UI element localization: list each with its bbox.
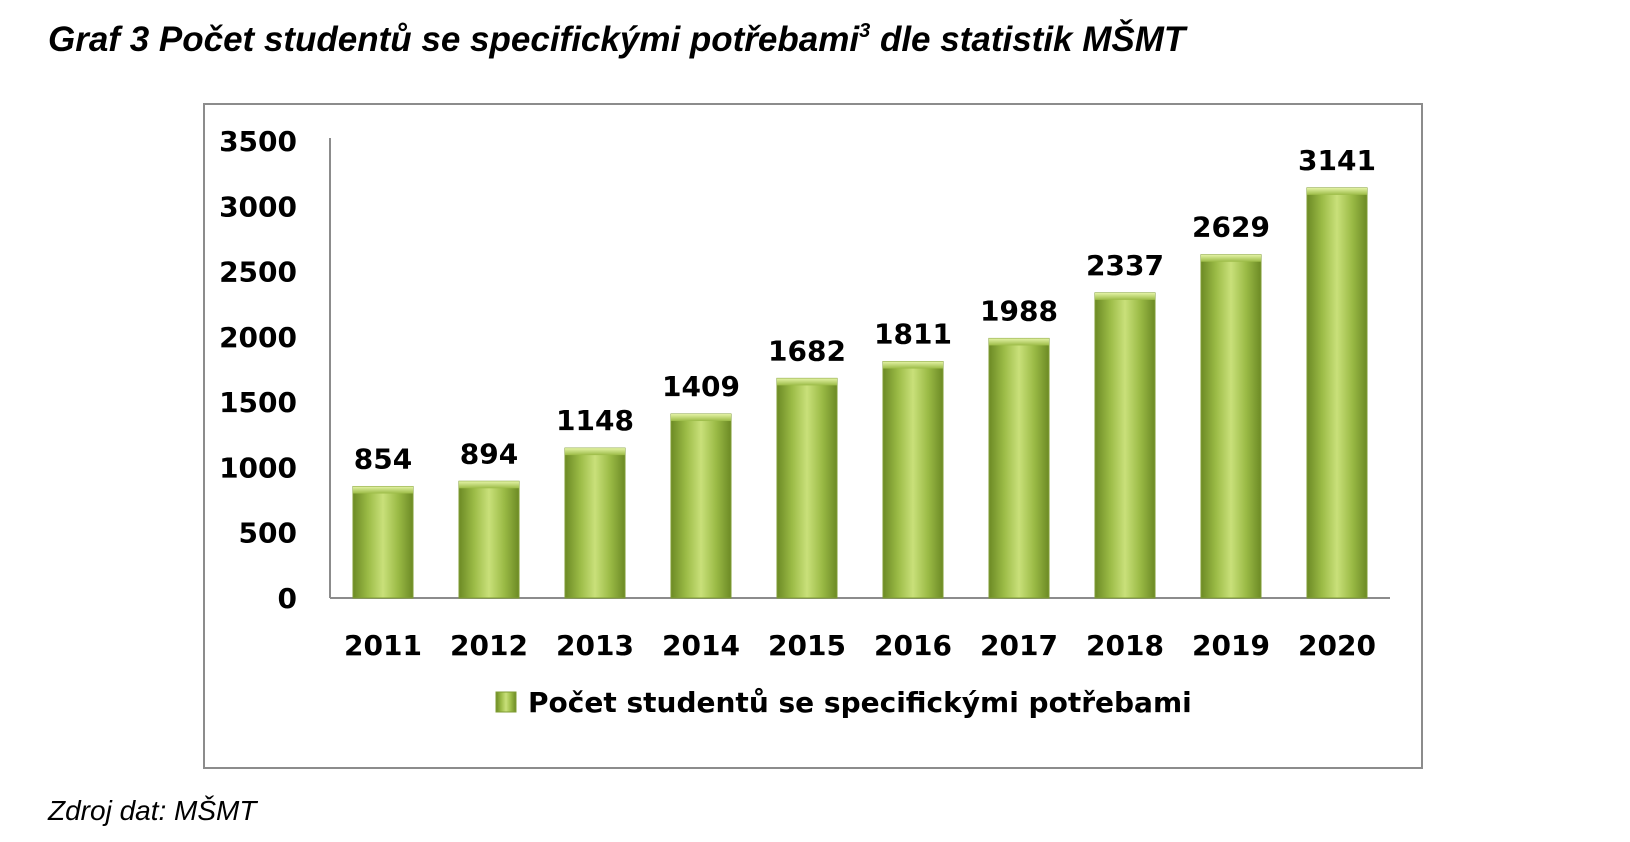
y-tick-label: 2500: [219, 256, 297, 289]
x-tick-label: 2014: [662, 629, 740, 662]
legend-label: Počet studentů se specifickými potřebami: [528, 686, 1192, 719]
bar-cap: [353, 486, 413, 494]
data-label: 1148: [556, 404, 634, 437]
chart-title: Graf 3 Počet studentů se specifickými po…: [48, 20, 1185, 60]
x-tick-label: 2017: [980, 629, 1058, 662]
bar: [564, 447, 626, 599]
x-tick-label: 2012: [450, 629, 528, 662]
bar-cap: [459, 481, 519, 489]
data-label: 2337: [1086, 249, 1164, 282]
bar-cap: [565, 448, 625, 456]
data-label: 1811: [874, 318, 952, 351]
data-label: 1409: [662, 370, 740, 403]
data-label: 1682: [768, 334, 846, 367]
bar: [988, 337, 1050, 599]
bar-cap: [777, 378, 837, 386]
bar: [882, 361, 944, 599]
data-label: 2629: [1192, 211, 1270, 244]
bar: [1306, 187, 1368, 599]
bar: [1200, 254, 1262, 599]
x-tick-label: 2020: [1298, 629, 1376, 662]
x-tick-label: 2018: [1086, 629, 1164, 662]
data-label: 3141: [1298, 144, 1376, 177]
bar-cap: [1201, 254, 1261, 262]
bar: [1094, 292, 1156, 599]
x-tick-label: 2016: [874, 629, 952, 662]
x-tick-label: 2019: [1192, 629, 1270, 662]
bar-cap: [1307, 187, 1367, 195]
y-tick-label: 2000: [219, 321, 297, 354]
bar-cap: [883, 361, 943, 369]
bar: [352, 485, 414, 599]
y-tick-label: 1000: [219, 451, 297, 484]
y-tick-label: 500: [239, 517, 297, 550]
legend-swatch: [495, 691, 517, 713]
bar: [670, 413, 732, 599]
x-tick-label: 2013: [556, 629, 634, 662]
data-label: 854: [354, 442, 412, 475]
x-tick-label: 2015: [768, 629, 846, 662]
bar-cap: [1095, 292, 1155, 300]
y-tick-label: 3500: [219, 125, 297, 158]
y-tick-label: 0: [278, 582, 297, 615]
data-label: 894: [460, 437, 518, 470]
data-source: Zdroj dat: MŠMT: [48, 795, 257, 826]
bar: [776, 377, 838, 599]
bar: [458, 480, 520, 599]
footnote-mark: 3: [859, 20, 871, 42]
x-tick-label: 2011: [344, 629, 422, 662]
bar-cap: [671, 414, 731, 422]
y-tick-label: 3000: [219, 190, 297, 223]
bar-cap: [989, 338, 1049, 346]
data-label: 1988: [980, 294, 1058, 327]
chart-title-suffix: dle statistik MŠMT: [870, 20, 1186, 59]
chart-title-main: Graf 3 Počet studentů se specifickými po…: [48, 20, 860, 59]
y-tick-label: 1500: [219, 386, 297, 419]
chart-frame: [203, 103, 1423, 769]
